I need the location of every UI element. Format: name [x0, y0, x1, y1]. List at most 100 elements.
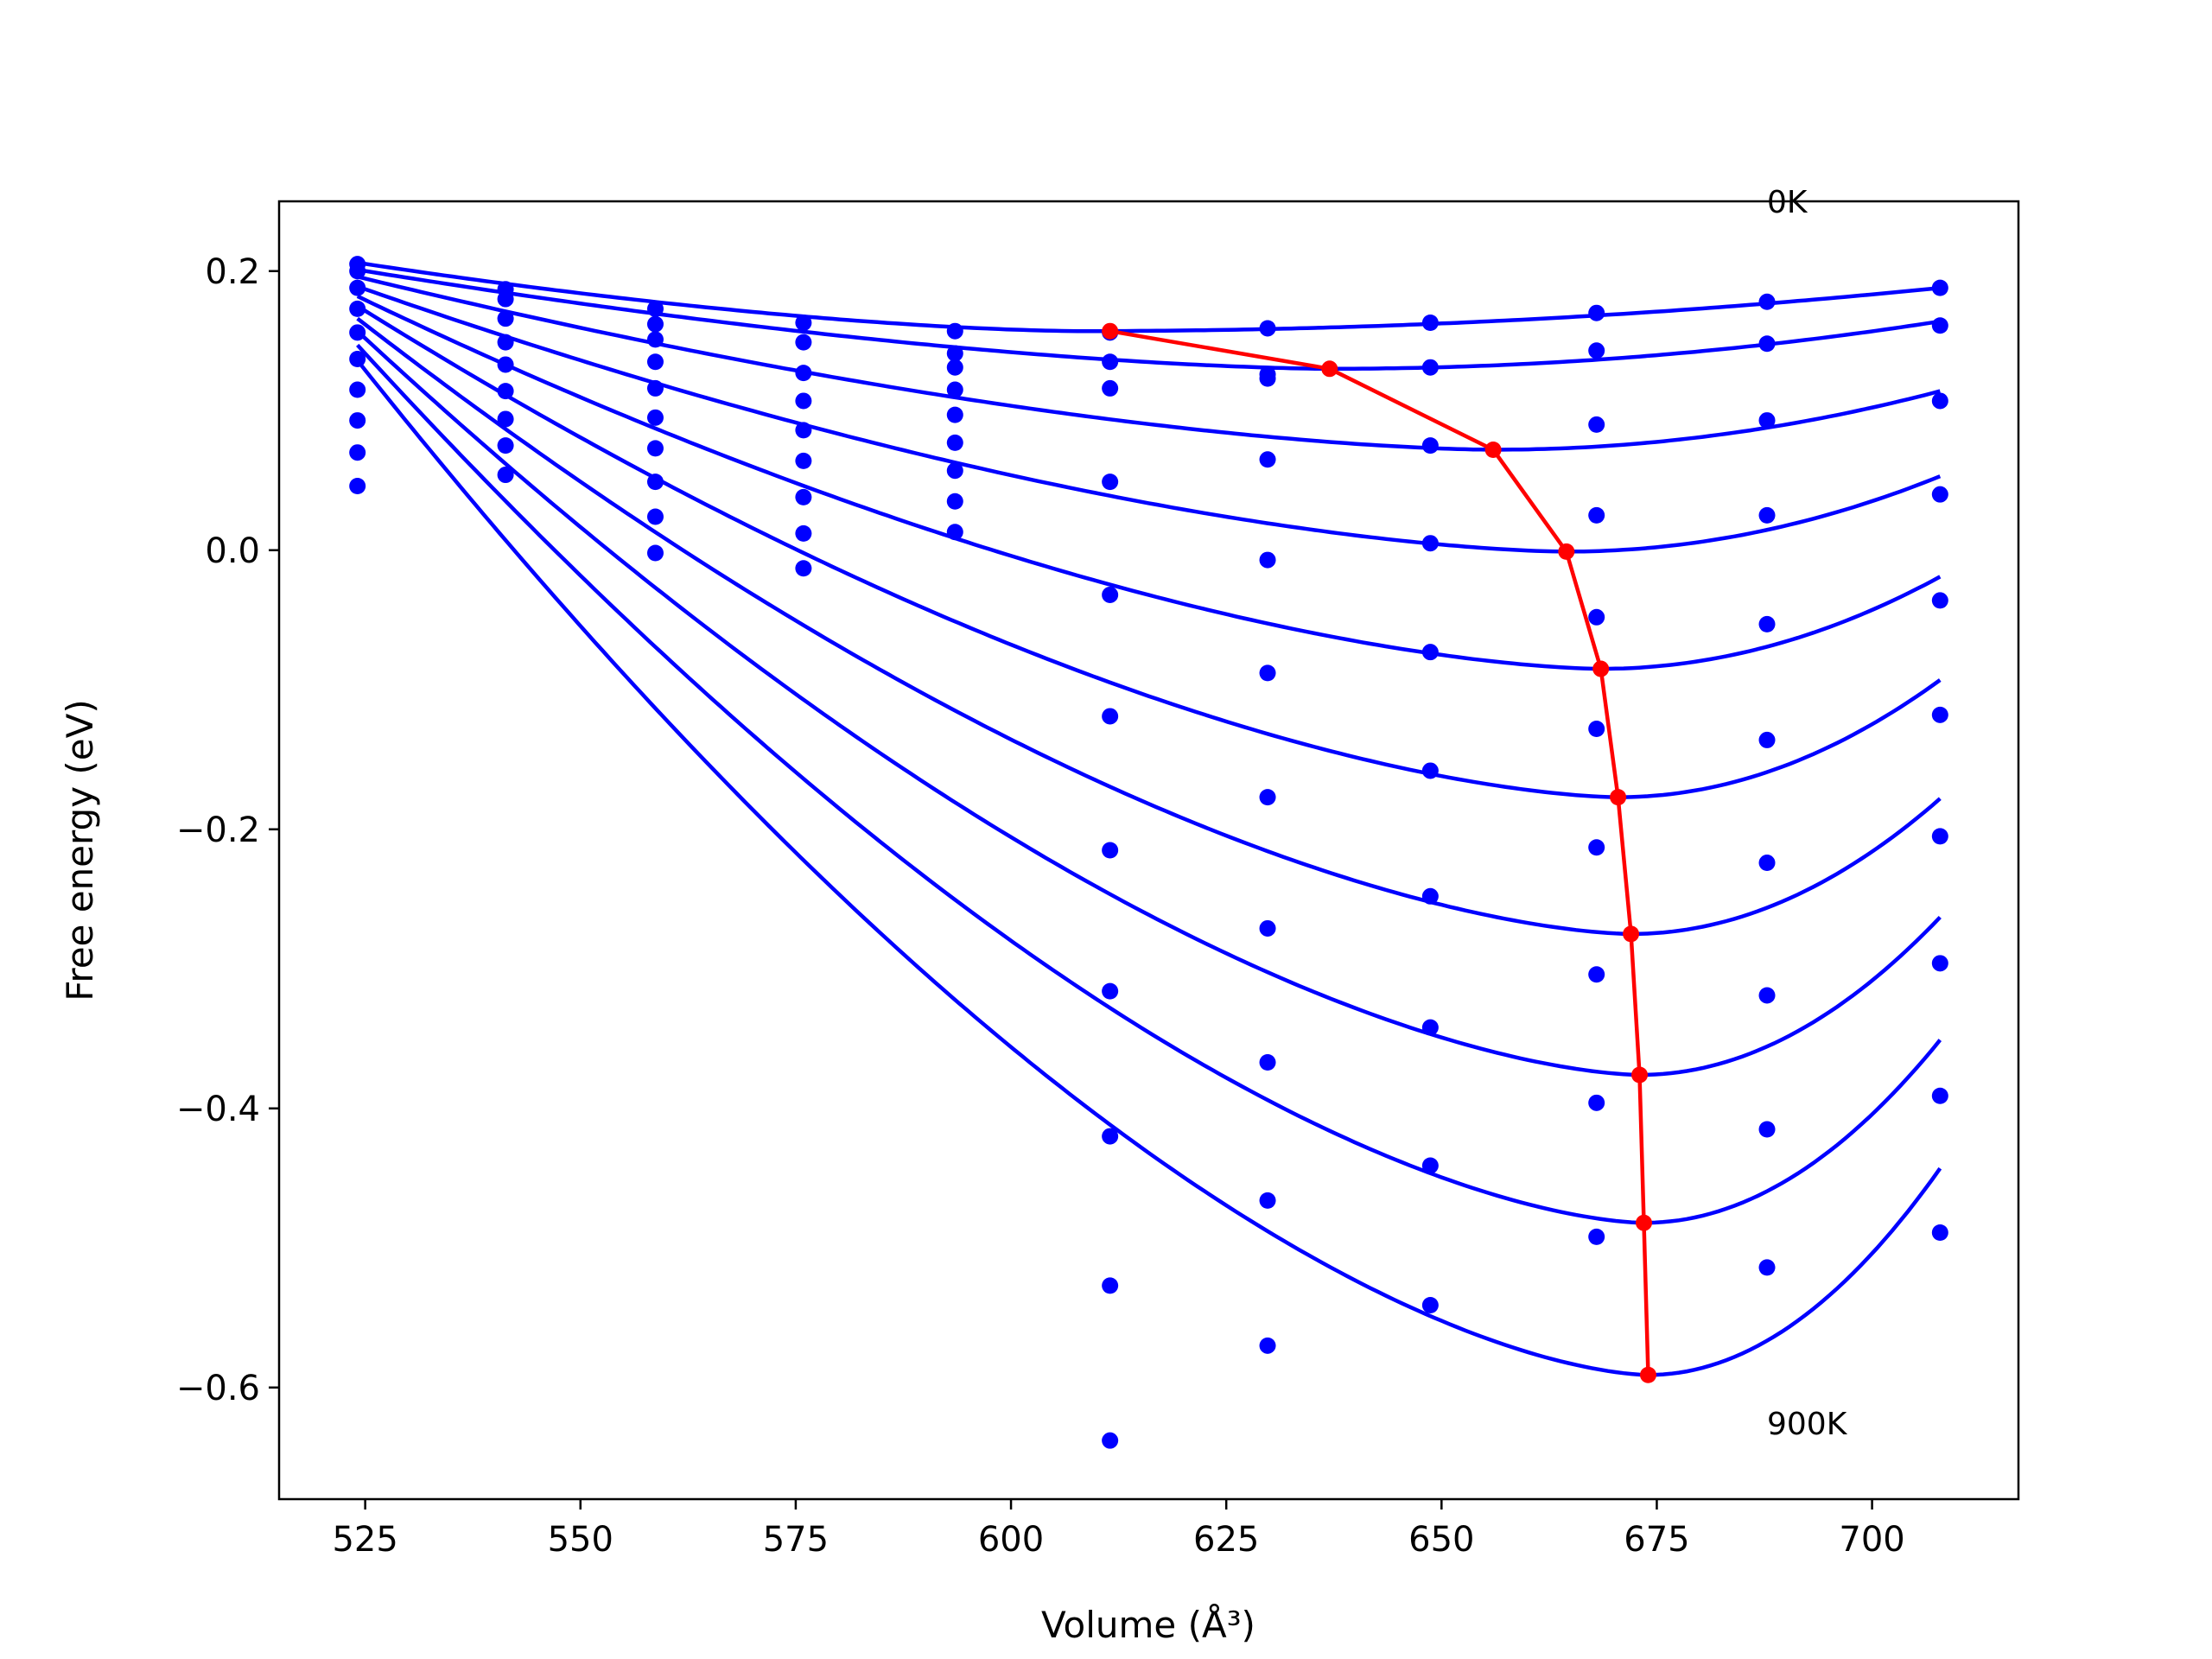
- data-point: [1102, 708, 1119, 725]
- data-point: [1421, 535, 1439, 552]
- data-point: [497, 290, 514, 308]
- data-point: [497, 467, 514, 484]
- minima-line: [1102, 322, 1656, 1383]
- x-tick-label: 525: [332, 1520, 397, 1560]
- data-point: [1588, 304, 1605, 321]
- data-point: [946, 434, 963, 451]
- data-point: [1758, 987, 1776, 1004]
- x-tick-label: 625: [1193, 1520, 1259, 1560]
- data-point: [1421, 644, 1439, 661]
- data-point: [1259, 320, 1276, 337]
- data-point: [795, 452, 812, 469]
- data-point: [1421, 1297, 1439, 1314]
- data-point: [646, 409, 664, 426]
- data-point: [646, 331, 664, 348]
- minima-path: [1109, 328, 1650, 1376]
- data-point: [795, 422, 812, 439]
- data-point: [1102, 1128, 1119, 1145]
- fit-curve-line: [357, 260, 1941, 334]
- data-point: [349, 324, 366, 341]
- data-point: [646, 379, 664, 397]
- fit-curve-line: [356, 316, 1942, 937]
- data-point: [795, 315, 812, 332]
- data-point: [646, 440, 664, 457]
- data-points: [349, 256, 1948, 1449]
- data-point: [1421, 437, 1439, 454]
- data-point: [1931, 592, 1948, 609]
- fit-curve-line: [355, 359, 1942, 1377]
- minimum-point: [1610, 789, 1627, 806]
- x-tick-label: 600: [978, 1520, 1044, 1560]
- data-point: [1421, 762, 1439, 779]
- data-point: [795, 392, 812, 410]
- data-point: [795, 365, 812, 382]
- data-point: [795, 334, 812, 351]
- data-point: [497, 383, 514, 400]
- x-axis-ticks: 525 550 575 600 625 650 675 700: [332, 1499, 1905, 1560]
- minimum-point: [1631, 1066, 1649, 1084]
- x-tick-label: 650: [1408, 1520, 1474, 1560]
- data-point: [1102, 379, 1119, 397]
- data-point: [1588, 839, 1605, 856]
- data-point: [1421, 359, 1439, 376]
- data-point: [349, 300, 366, 317]
- data-point: [1758, 1259, 1776, 1276]
- fit-curve-line: [356, 343, 1942, 1225]
- data-point: [946, 345, 963, 362]
- fit-curve-line: [356, 304, 1942, 799]
- data-point: [349, 263, 366, 280]
- fit-curve-line: [356, 294, 1942, 671]
- data-point: [1931, 392, 1948, 410]
- y-tick-label: −0.2: [176, 810, 260, 850]
- data-point: [1931, 486, 1948, 503]
- data-point: [946, 524, 963, 541]
- data-point: [946, 322, 963, 340]
- data-point: [1259, 789, 1276, 806]
- data-point: [349, 279, 366, 296]
- y-tick-label: −0.6: [176, 1369, 260, 1408]
- y-tick-label: 0.2: [205, 252, 260, 292]
- fit-curve-line: [357, 267, 1941, 372]
- data-point: [795, 524, 812, 542]
- data-point: [1421, 315, 1439, 332]
- data-point: [1102, 1277, 1119, 1294]
- data-point: [1931, 317, 1948, 334]
- data-point: [1588, 416, 1605, 433]
- minimum-point: [1102, 322, 1119, 340]
- data-point: [646, 353, 664, 371]
- y-axis-ticks: −0.6 −0.4 −0.2 0.0 0.2: [176, 252, 279, 1408]
- x-tick-label: 575: [763, 1520, 829, 1560]
- data-point: [1102, 586, 1119, 603]
- data-point: [1102, 1432, 1119, 1449]
- data-point: [1758, 615, 1776, 632]
- data-point: [646, 508, 664, 525]
- data-point: [1259, 1337, 1276, 1354]
- data-point: [1259, 919, 1276, 937]
- data-point: [1421, 1157, 1439, 1174]
- minimum-point: [1558, 543, 1575, 560]
- data-point: [349, 412, 366, 429]
- data-point: [1259, 451, 1276, 468]
- data-point: [1758, 855, 1776, 872]
- fit-curve-line: [356, 329, 1942, 1077]
- data-point: [946, 493, 963, 510]
- data-point: [946, 462, 963, 480]
- data-point: [1259, 551, 1276, 569]
- data-point: [1102, 353, 1119, 371]
- minimum-point: [1592, 660, 1610, 677]
- data-point: [1931, 1087, 1948, 1104]
- minimum-point: [1636, 1214, 1653, 1231]
- fit-curves: [355, 260, 1942, 1377]
- data-point: [1421, 887, 1439, 905]
- data-point: [1259, 1053, 1276, 1071]
- data-point: [1588, 966, 1605, 983]
- data-point: [795, 488, 812, 505]
- data-point: [1259, 1192, 1276, 1209]
- data-point: [1421, 1019, 1439, 1036]
- data-point: [1758, 731, 1776, 748]
- data-point: [349, 381, 366, 398]
- minimum-point: [1484, 441, 1502, 458]
- fit-curve-line: [357, 275, 1941, 452]
